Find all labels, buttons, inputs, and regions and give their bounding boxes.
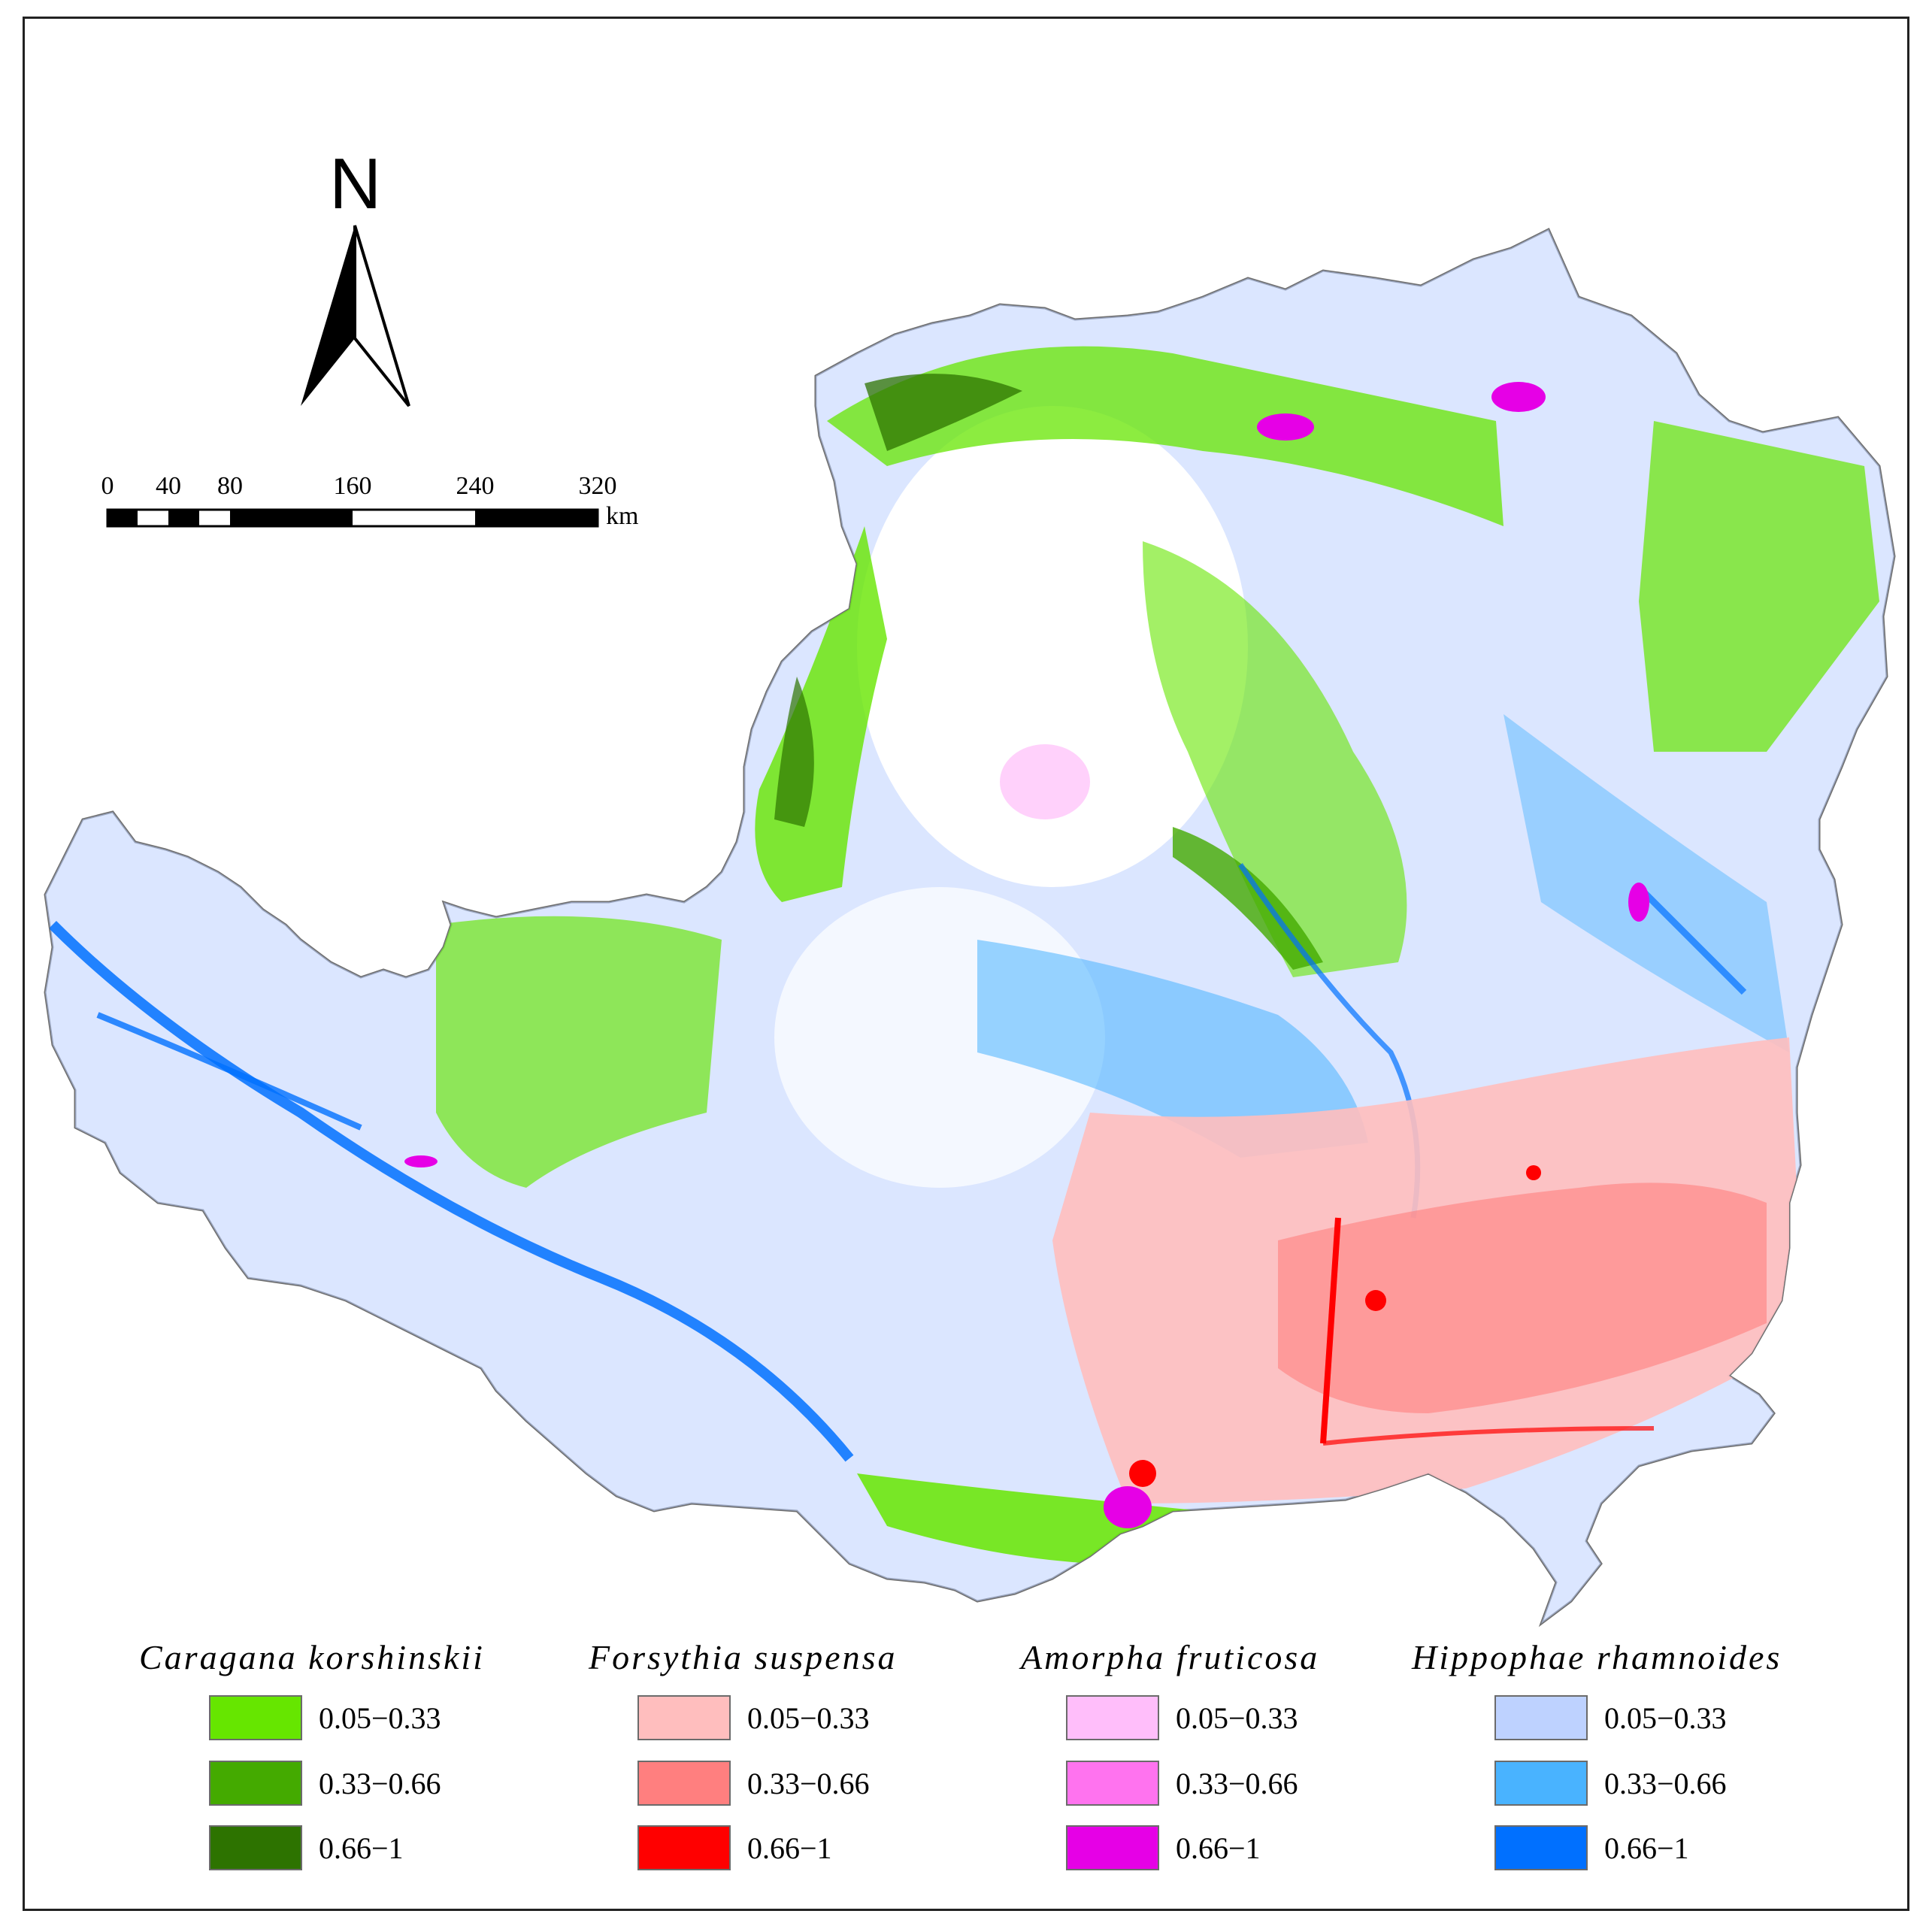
suitability-layers	[0, 226, 1932, 1654]
legend-swatch	[1494, 1761, 1588, 1806]
north-label: N	[329, 143, 381, 226]
legend-swatch	[209, 1695, 302, 1740]
scale-tick-label: 320	[579, 472, 617, 501]
legend-class-label: 0.05−0.33	[1604, 1700, 1727, 1736]
legend-class-label: 0.33−0.66	[1604, 1766, 1727, 1801]
scale-tick-label: 80	[217, 472, 243, 501]
legend-species-forsythia: Forsythia suspensa	[589, 1637, 898, 1677]
legend-swatch	[637, 1761, 731, 1806]
legend-class-label: 0.66−1	[1176, 1831, 1261, 1866]
map-canvas	[0, 226, 1932, 1654]
legend-species-caragana: Caragana korshinskii	[139, 1637, 485, 1677]
legend-class-label: 0.66−1	[1604, 1831, 1689, 1866]
legend-class-label: 0.05−0.33	[319, 1700, 441, 1736]
legend-swatch	[637, 1825, 731, 1870]
forsythia-high-patch	[1129, 1460, 1156, 1487]
legend-class-label: 0.66−1	[319, 1831, 404, 1866]
scale-unit-label: km	[606, 502, 638, 531]
amorpha-high-patch	[1628, 883, 1649, 922]
amorpha-high-patch	[404, 1155, 438, 1167]
legend-species-amorpha: Amorpha fruticosa	[1021, 1637, 1319, 1677]
north-arrow-icon	[301, 226, 409, 406]
forsythia-high-patch	[1365, 1290, 1386, 1311]
legend-class-label: 0.33−0.66	[1176, 1766, 1298, 1801]
legend-species-hippophae: Hippophae rhamnoides	[1412, 1637, 1782, 1677]
legend-class-label: 0.05−0.33	[1176, 1700, 1298, 1736]
legend-swatch	[1494, 1825, 1588, 1870]
legend-swatch	[1494, 1695, 1588, 1740]
amorpha-low-patch	[1000, 744, 1090, 819]
amorpha-high-patch	[1104, 1486, 1152, 1528]
legend-class-label: 0.66−1	[747, 1831, 832, 1866]
legend-swatch	[637, 1695, 731, 1740]
amorpha-high-patch	[1257, 413, 1314, 441]
amorpha-high-patch	[1491, 382, 1546, 412]
legend-swatch	[1066, 1825, 1159, 1870]
scale-tick-label: 40	[156, 472, 181, 501]
forsythia-high-patch	[1526, 1165, 1541, 1180]
scale-tick-label: 240	[456, 472, 495, 501]
legend-swatch	[1066, 1695, 1159, 1740]
legend-class-label: 0.05−0.33	[747, 1700, 870, 1736]
legend-class-label: 0.33−0.66	[747, 1766, 870, 1801]
legend-swatch	[1066, 1761, 1159, 1806]
scale-bar	[108, 510, 598, 526]
legend-swatch	[209, 1825, 302, 1870]
legend-swatch	[209, 1761, 302, 1806]
scale-tick-label: 0	[101, 472, 114, 501]
scale-tick-label: 160	[334, 472, 372, 501]
legend-class-label: 0.33−0.66	[319, 1766, 441, 1801]
